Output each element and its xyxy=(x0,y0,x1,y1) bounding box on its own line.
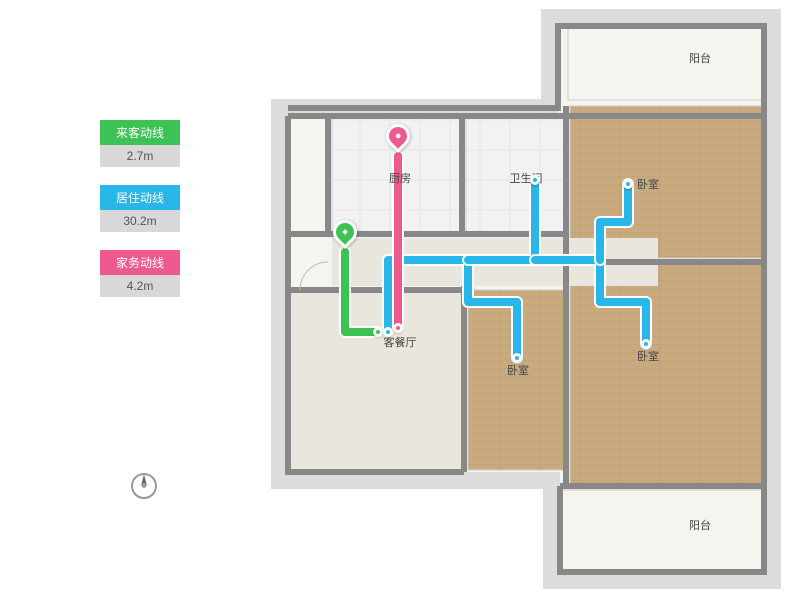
floorplan-diagram xyxy=(0,0,800,600)
path-endpoint-dot xyxy=(383,327,393,337)
room-living xyxy=(290,292,462,470)
room-left-nook xyxy=(290,118,328,234)
path-start-marker: ● xyxy=(386,124,410,156)
path-endpoint-dot xyxy=(512,353,522,363)
room-balcony-bottom xyxy=(562,490,762,570)
path-endpoint-dot xyxy=(641,339,651,349)
pot-icon: ● xyxy=(395,130,402,142)
room-balcony-top xyxy=(568,28,762,100)
path-endpoint-dot xyxy=(393,323,403,333)
path-endpoint-dot xyxy=(373,327,383,337)
room-bathroom xyxy=(466,118,566,234)
path-endpoint-dot xyxy=(530,175,540,185)
person-icon: ✦ xyxy=(340,226,349,239)
path-endpoint-dot xyxy=(623,179,633,189)
path-start-marker: ✦ xyxy=(333,220,357,252)
